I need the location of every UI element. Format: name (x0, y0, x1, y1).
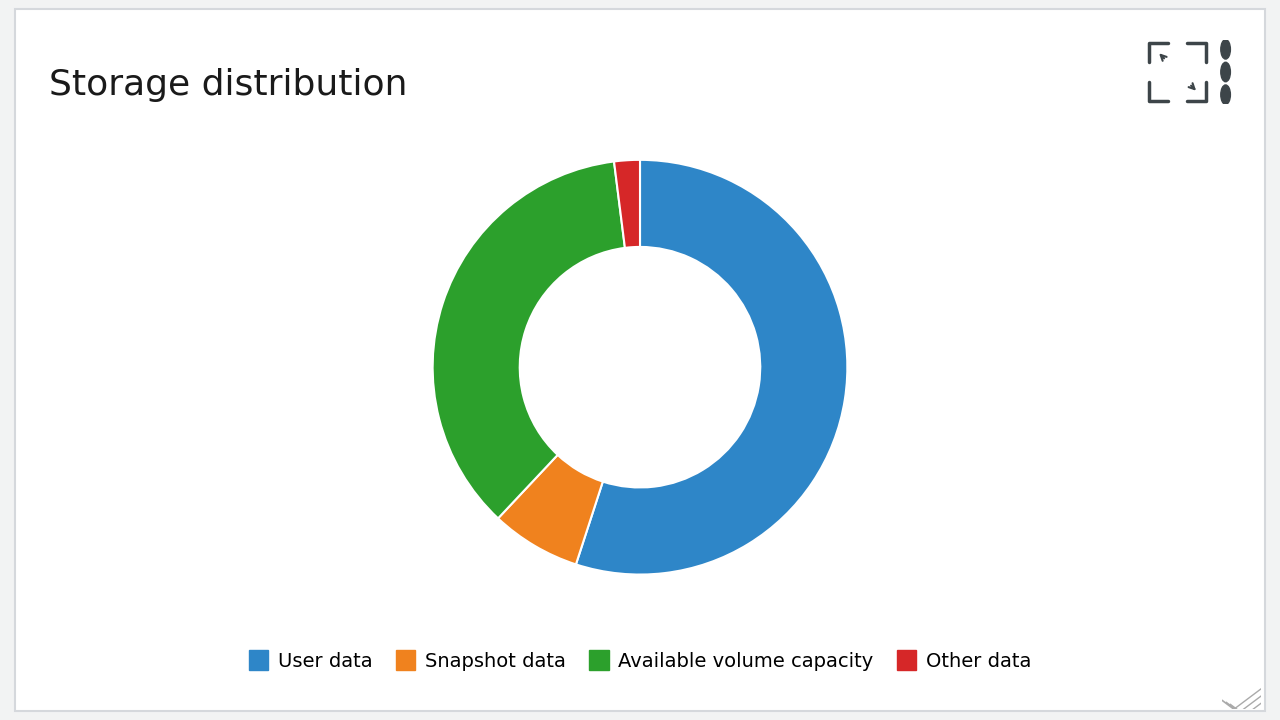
Circle shape (1221, 62, 1230, 82)
Legend: User data, Snapshot data, Available volume capacity, Other data: User data, Snapshot data, Available volu… (248, 650, 1032, 670)
Wedge shape (614, 160, 640, 248)
Wedge shape (498, 455, 603, 564)
Wedge shape (576, 160, 847, 575)
Text: Storage distribution: Storage distribution (49, 68, 407, 102)
Circle shape (1221, 40, 1230, 59)
Wedge shape (433, 161, 625, 518)
Circle shape (1221, 85, 1230, 104)
